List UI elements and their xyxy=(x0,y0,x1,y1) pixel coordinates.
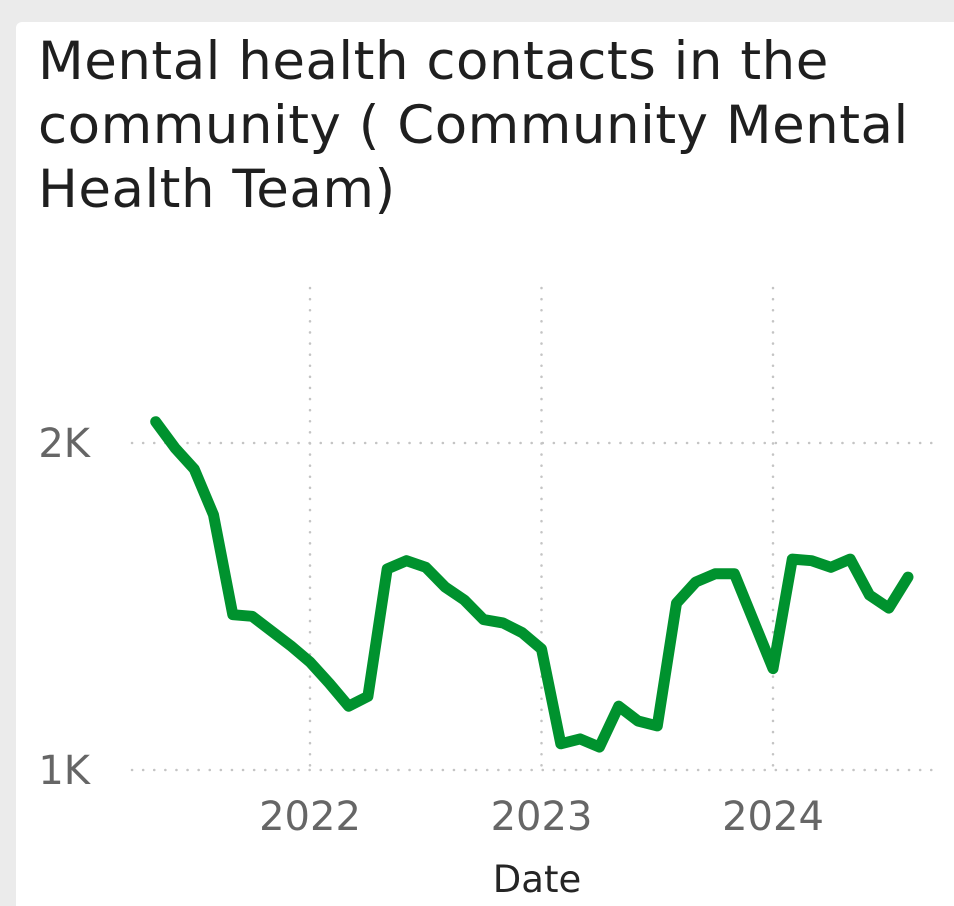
gridlines xyxy=(130,286,940,772)
series-line-1 xyxy=(150,416,914,753)
y-axis-ticks: 1K 2K xyxy=(38,421,91,794)
line-chart: 1K 2K 2022 2023 2024 Date xyxy=(38,286,940,901)
x-tick-label-2023: 2023 xyxy=(491,794,593,840)
x-tick-label-2022: 2022 xyxy=(259,794,361,840)
chart-title: Mental health contacts in the community … xyxy=(38,31,909,220)
x-axis-title: Date xyxy=(493,858,581,901)
chart-card: Mental health contacts in the community … xyxy=(16,22,954,906)
y-tick-label-2k: 2K xyxy=(38,421,91,467)
x-axis-ticks: 2022 2023 2024 xyxy=(259,794,824,840)
x-tick-label-2024: 2024 xyxy=(722,794,824,840)
series-layer xyxy=(150,416,914,753)
y-tick-label-1k: 1K xyxy=(38,748,91,794)
